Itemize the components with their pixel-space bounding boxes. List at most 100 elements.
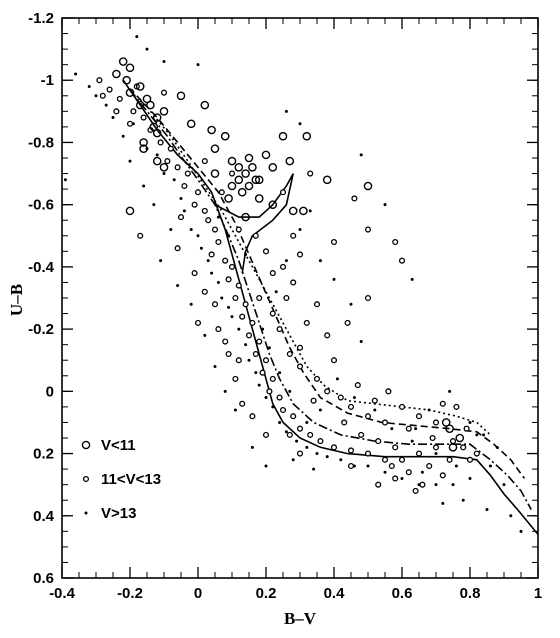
data-point (364, 413, 372, 420)
data-point (344, 319, 351, 326)
data-point (288, 389, 292, 393)
data-point (412, 487, 419, 494)
data-point (225, 276, 232, 283)
data-point (112, 69, 121, 79)
data-point (228, 263, 236, 270)
data-point (164, 158, 171, 165)
data-point (398, 257, 406, 264)
data-point (312, 467, 316, 471)
data-point (298, 122, 302, 126)
data-point (174, 164, 181, 171)
data-point (222, 257, 229, 264)
data-point (152, 113, 162, 122)
data-point (146, 100, 155, 110)
data-point (347, 403, 355, 410)
data-point (252, 350, 259, 358)
x-tick-label: 0.8 (460, 585, 481, 602)
data-point (201, 158, 208, 165)
data-point (284, 259, 288, 263)
data-point (398, 403, 406, 410)
data-point (167, 145, 174, 152)
plot-frame (61, 17, 539, 579)
data-point (224, 194, 233, 203)
data-point (244, 153, 254, 163)
y-tick-label: -1.2 (28, 10, 54, 27)
data-point (324, 332, 331, 339)
data-point (295, 439, 299, 443)
data-point (189, 228, 193, 232)
data-point (269, 375, 276, 382)
data-point (218, 189, 225, 196)
data-point (179, 196, 183, 200)
data-point (211, 226, 219, 233)
data-point (169, 228, 173, 232)
data-point (298, 228, 302, 232)
data-point (159, 163, 169, 172)
data-point (259, 369, 266, 376)
data-point (256, 338, 263, 345)
data-point (216, 280, 220, 284)
data-point (155, 153, 159, 157)
data-point (347, 462, 355, 470)
data-point (286, 350, 293, 358)
data-point (429, 434, 436, 442)
data-point (251, 175, 261, 185)
data-point (392, 475, 399, 482)
data-point (441, 501, 445, 505)
data-point (454, 464, 458, 468)
data-point (286, 431, 293, 438)
data-point (182, 209, 186, 213)
x-tick-label: 0 (194, 585, 202, 602)
data-point (244, 252, 248, 256)
data-point (201, 288, 208, 295)
data-point (305, 445, 309, 449)
data-point (308, 209, 312, 213)
data-point (227, 181, 237, 191)
data-point (310, 397, 317, 404)
data-point (296, 450, 304, 457)
legend-label: V<11 (101, 437, 136, 454)
data-point (339, 458, 343, 462)
data-point (194, 319, 202, 326)
data-point (335, 377, 339, 381)
data-point (332, 277, 336, 281)
data-point (307, 170, 314, 177)
data-point (245, 332, 253, 339)
x-tick-label: 0.2 (256, 585, 277, 602)
data-point (186, 119, 196, 129)
data-point (434, 483, 438, 487)
data-point (455, 433, 465, 443)
y-tick-label: 0.2 (33, 446, 54, 463)
data-point (254, 371, 258, 375)
data-point (199, 246, 203, 250)
sequence-curve-dotted (149, 110, 491, 436)
data-point (388, 462, 395, 470)
data-point (266, 388, 273, 395)
data-point (196, 63, 200, 67)
data-point (111, 116, 115, 120)
data-point (330, 357, 338, 364)
sequence-curve-solid (214, 173, 294, 274)
data-point (135, 35, 139, 39)
data-point (128, 159, 132, 163)
data-point (358, 431, 365, 438)
legend-label: 11<V<13 (101, 471, 161, 488)
data-point (184, 170, 191, 177)
data-point (239, 400, 246, 407)
data-point (448, 389, 452, 393)
data-point (468, 420, 472, 424)
data-point (200, 100, 210, 110)
data-point (227, 234, 231, 238)
data-point (249, 319, 256, 326)
data-point (201, 207, 208, 214)
data-point (302, 131, 312, 141)
data-point (232, 294, 239, 302)
data-point (392, 238, 399, 246)
data-point (194, 189, 202, 196)
data-point (278, 371, 282, 375)
data-point (285, 156, 295, 166)
data-point (318, 259, 322, 263)
data-point (303, 319, 310, 326)
data-point (216, 215, 220, 219)
data-point (222, 338, 229, 345)
